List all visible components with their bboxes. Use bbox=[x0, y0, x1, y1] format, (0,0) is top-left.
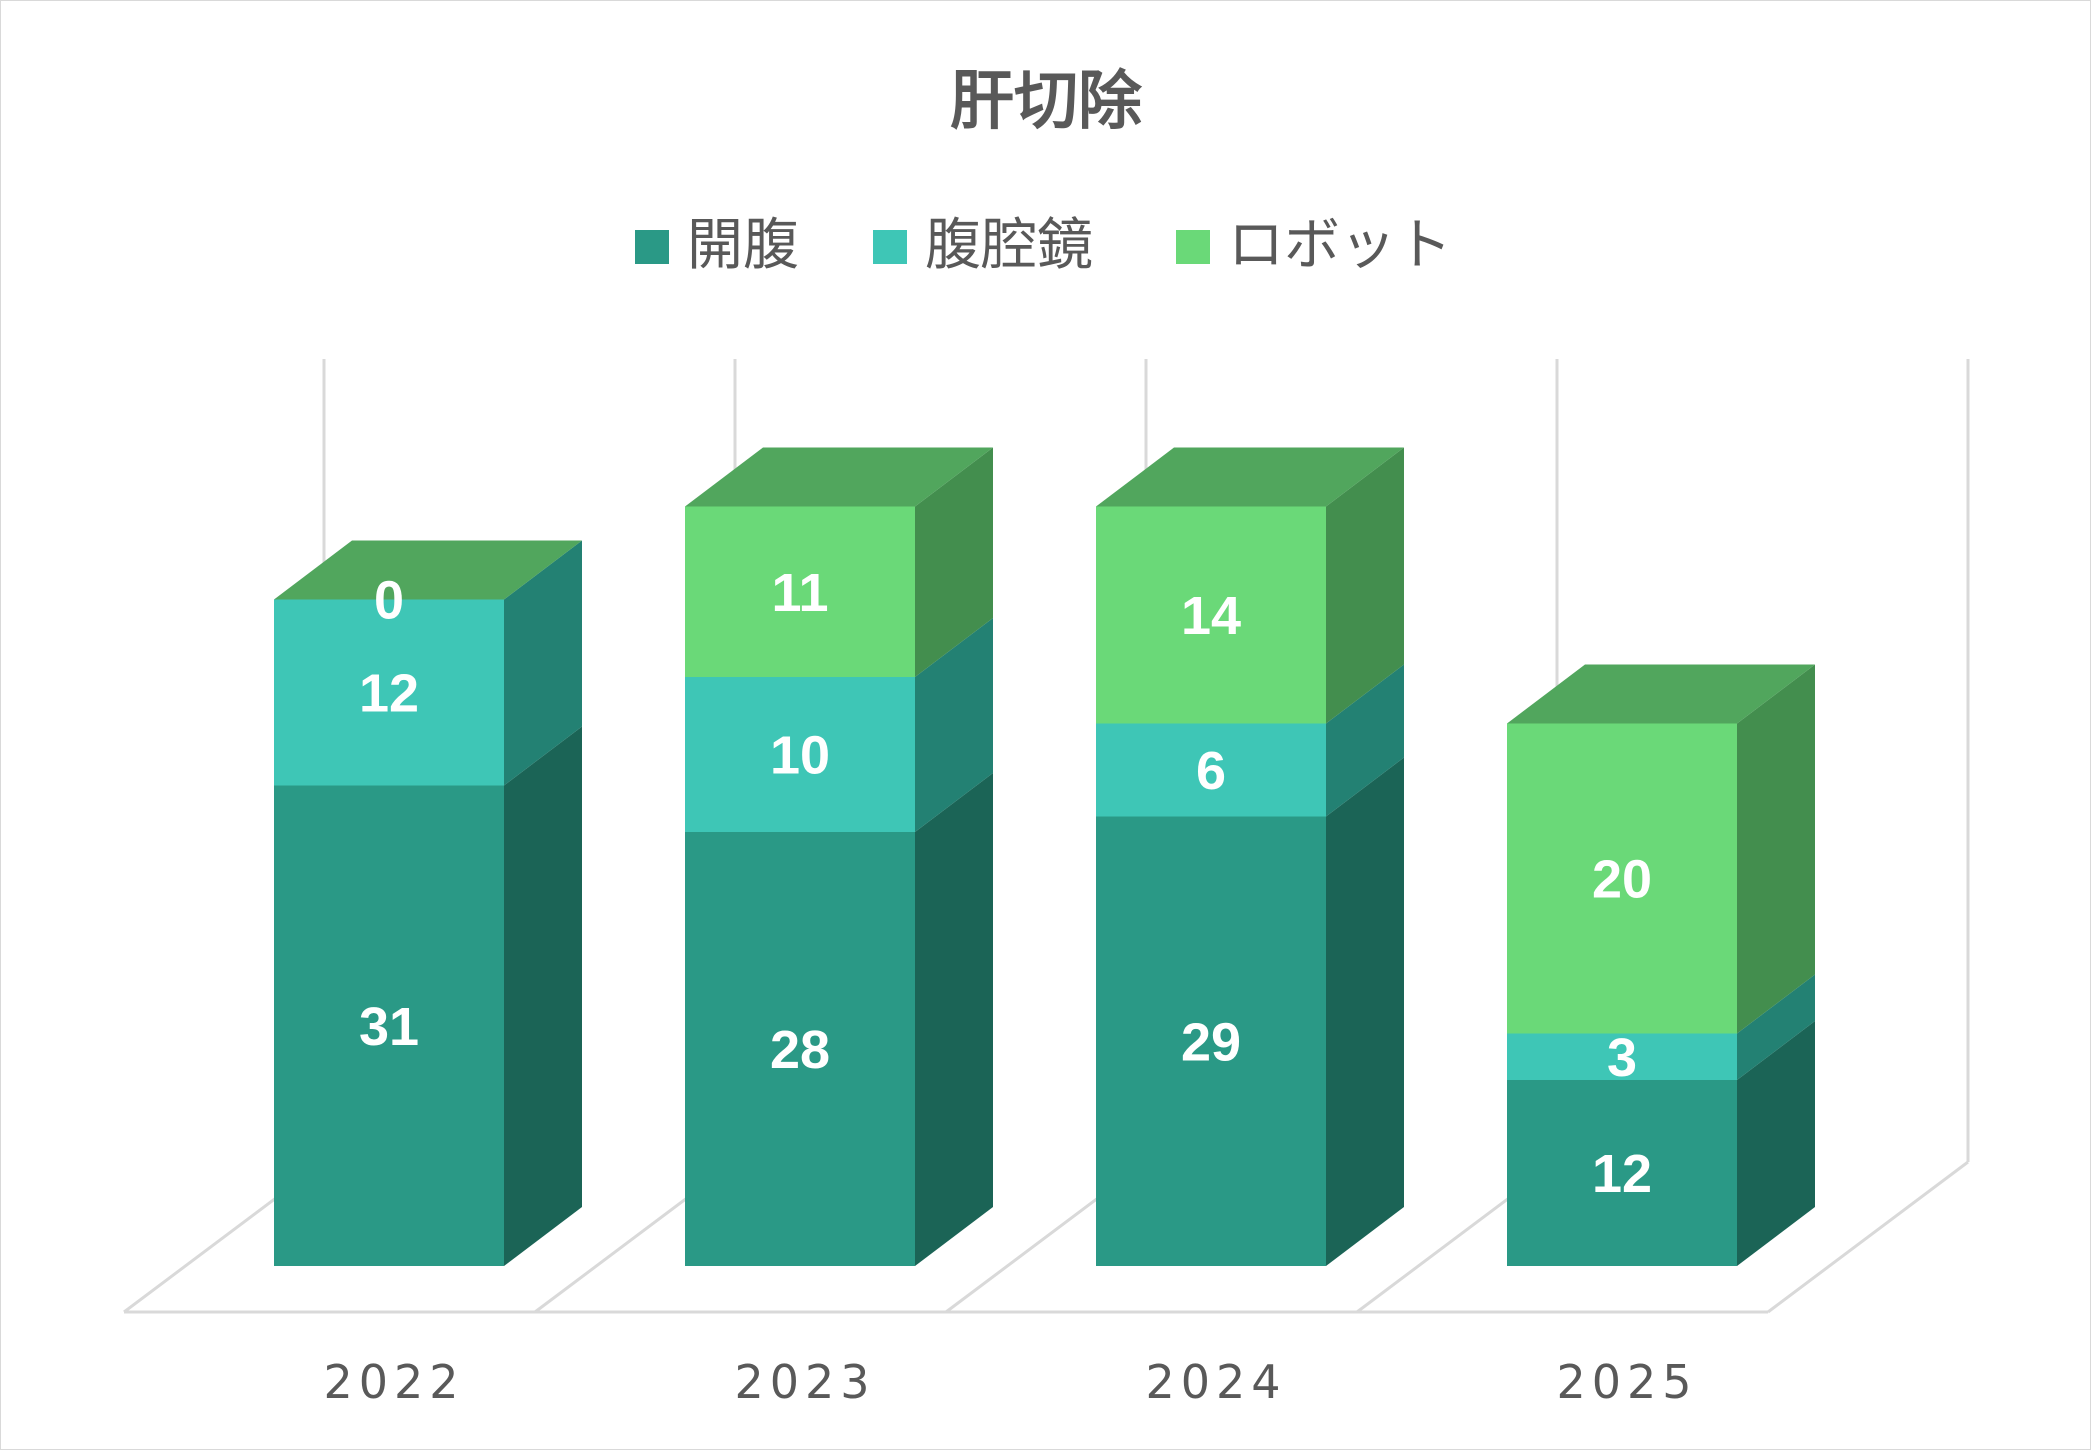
bar-stack-2024 bbox=[1096, 447, 1404, 1266]
bar-side bbox=[504, 726, 582, 1266]
legend: 開腹 腹腔鏡 ロボット bbox=[635, 213, 1452, 278]
legend-swatch bbox=[635, 230, 669, 264]
data-label: 3 bbox=[1607, 1028, 1637, 1088]
data-label: 14 bbox=[1181, 586, 1241, 646]
bar-side bbox=[915, 773, 993, 1266]
bar-side bbox=[1737, 1021, 1815, 1266]
legend-label: ロボット bbox=[1228, 213, 1452, 278]
bar-side bbox=[1326, 757, 1404, 1266]
bar-front bbox=[274, 785, 504, 1266]
legend-label: 開腹 bbox=[687, 213, 799, 278]
bar-front bbox=[1507, 1033, 1737, 1080]
bar-side bbox=[915, 618, 993, 832]
x-tick-label: 2022 bbox=[323, 1355, 464, 1409]
chart-title: 肝切除 bbox=[950, 65, 1143, 139]
data-label: 0 bbox=[374, 571, 404, 631]
bars bbox=[274, 447, 1815, 1266]
bar-front bbox=[274, 599, 504, 786]
bar-stack-2025 bbox=[1507, 664, 1815, 1266]
data-labels: 31 12 0 28 10 11 29 6 14 12 3 20 bbox=[359, 563, 1652, 1204]
legend-swatch bbox=[873, 230, 907, 264]
bar-front bbox=[1096, 723, 1326, 817]
bar-side bbox=[915, 447, 993, 677]
bar-side bbox=[1737, 664, 1815, 1034]
bar-top bbox=[1096, 447, 1404, 507]
data-label: 28 bbox=[770, 1020, 830, 1080]
legend-item: 開腹 bbox=[635, 213, 799, 278]
bar-front bbox=[1507, 723, 1737, 1034]
x-axis-ticks: 2022 2023 2024 2025 bbox=[323, 1355, 1697, 1409]
data-label: 31 bbox=[359, 997, 419, 1057]
bar-side bbox=[1326, 447, 1404, 724]
data-label: 10 bbox=[770, 726, 830, 786]
bar-top bbox=[685, 447, 993, 507]
bar-front bbox=[1507, 1080, 1737, 1266]
bar-top bbox=[274, 540, 582, 600]
bar-front bbox=[685, 506, 915, 677]
x-tick-label: 2024 bbox=[1145, 1355, 1286, 1409]
legend-item: 腹腔鏡 bbox=[873, 213, 1093, 278]
x-tick-label: 2025 bbox=[1556, 1355, 1697, 1409]
bar-front bbox=[1096, 506, 1326, 724]
data-label: 6 bbox=[1196, 741, 1226, 801]
data-label: 29 bbox=[1181, 1012, 1241, 1072]
x-tick-label: 2023 bbox=[734, 1355, 875, 1409]
bar-side bbox=[1737, 974, 1815, 1080]
bar-front bbox=[1096, 816, 1326, 1266]
legend-swatch bbox=[1176, 230, 1210, 264]
floor-right-edge bbox=[1767, 1160, 1969, 1314]
data-label: 20 bbox=[1592, 850, 1652, 910]
bar-side bbox=[504, 540, 582, 786]
legend-item: ロボット bbox=[1176, 213, 1452, 278]
bar-front bbox=[685, 677, 915, 832]
bar-side bbox=[1326, 664, 1404, 817]
bar-front bbox=[685, 832, 915, 1266]
bar-stack-2023 bbox=[685, 447, 993, 1266]
bar-stack-2022 bbox=[274, 540, 582, 1266]
bar-top bbox=[1507, 664, 1815, 724]
data-label: 12 bbox=[1592, 1144, 1652, 1204]
data-label: 12 bbox=[359, 664, 419, 724]
legend-label: 腹腔鏡 bbox=[925, 213, 1093, 278]
data-label: 11 bbox=[771, 563, 828, 623]
chart-floor bbox=[123, 1160, 1969, 1314]
